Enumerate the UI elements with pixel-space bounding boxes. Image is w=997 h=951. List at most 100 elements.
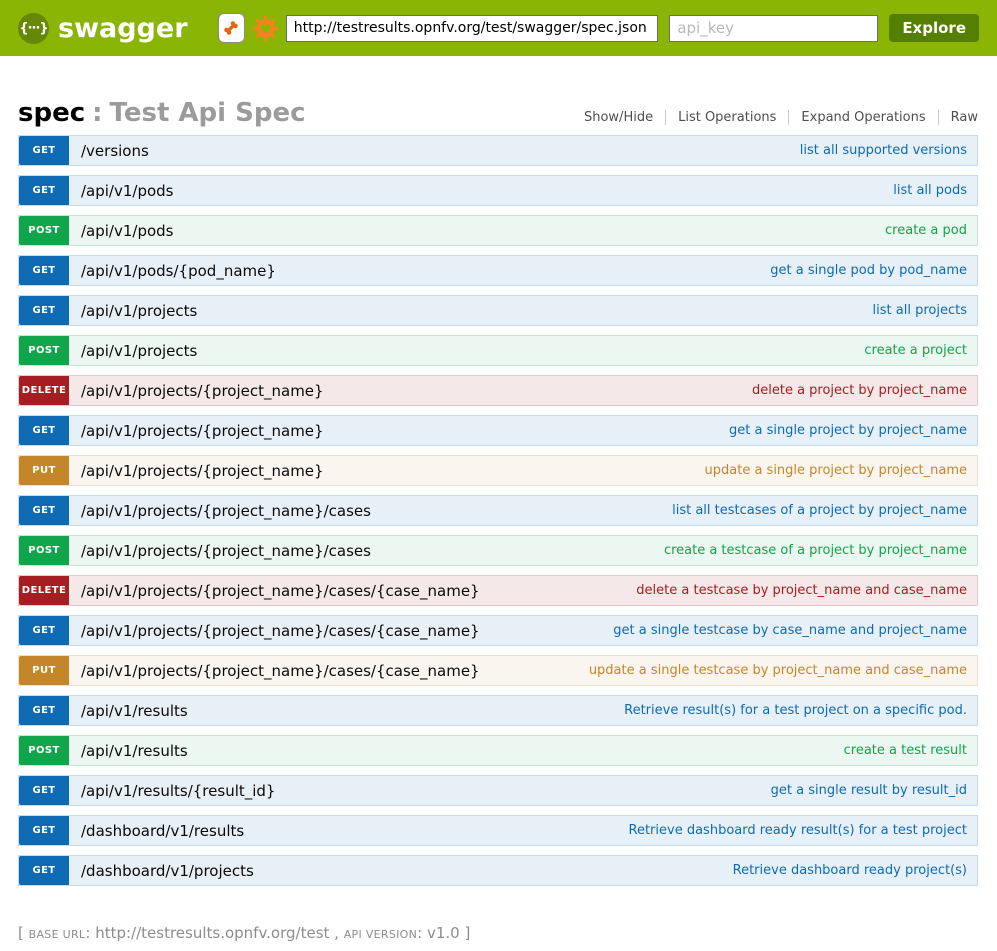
endpoint-row[interactable]: DELETE /api/v1/projects/{project_name} d… — [18, 375, 978, 406]
endpoint-path[interactable]: /api/v1/projects/{project_name}/cases/{c… — [81, 581, 480, 600]
method-badge: GET — [19, 136, 69, 165]
endpoint-row[interactable]: POST /api/v1/projects/{project_name}/cas… — [18, 535, 978, 566]
footer-colon: : — [417, 924, 427, 942]
endpoint-description[interactable]: create a testcase of a project by projec… — [663, 543, 967, 558]
section-actions: Show/Hide List Operations Expand Operati… — [584, 110, 978, 125]
base-url-footer: [ base url: http://testresults.opnfv.org… — [18, 924, 979, 942]
endpoint-description[interactable]: Retrieve result(s) for a test project on… — [624, 703, 967, 718]
base-url-label: base url — [28, 928, 86, 941]
brand-title: swagger — [58, 12, 188, 44]
endpoint-row[interactable]: GET /api/v1/results Retrieve result(s) f… — [18, 695, 978, 726]
footer-close-bracket: ] — [459, 924, 471, 942]
endpoint-path[interactable]: /api/v1/projects — [81, 301, 198, 320]
endpoint-description[interactable]: list all projects — [872, 303, 967, 318]
endpoint-path[interactable]: /api/v1/pods — [81, 221, 174, 240]
method-badge: GET — [19, 176, 69, 205]
endpoint-path[interactable]: /versions — [81, 141, 149, 160]
endpoint-row[interactable]: GET /api/v1/projects/{project_name}/case… — [18, 495, 978, 526]
method-badge: DELETE — [19, 576, 69, 605]
method-badge: PUT — [19, 456, 69, 485]
endpoint-row[interactable]: POST /api/v1/pods create a pod — [18, 215, 978, 246]
endpoint-path[interactable]: /api/v1/results — [81, 741, 188, 760]
swagger-logo-icon: {···} — [18, 12, 49, 44]
method-badge: POST — [19, 336, 69, 365]
endpoint-path[interactable]: /api/v1/pods — [81, 181, 174, 200]
endpoint-path[interactable]: /api/v1/results/{result_id} — [81, 781, 276, 800]
header-bar: {···} swagger — [0, 0, 997, 56]
endpoint-path[interactable]: /api/v1/projects/{project_name}/cases/{c… — [81, 661, 480, 680]
method-badge: GET — [19, 616, 69, 645]
footer-open-bracket: [ — [18, 924, 29, 942]
spec-url-input[interactable] — [285, 14, 659, 42]
method-badge: GET — [19, 816, 69, 845]
method-badge: GET — [19, 856, 69, 885]
endpoint-row[interactable]: PUT /api/v1/projects/{project_name}/case… — [18, 655, 978, 686]
endpoint-row[interactable]: DELETE /api/v1/projects/{project_name}/c… — [18, 575, 978, 606]
endpoint-path[interactable]: /api/v1/projects/{project_name}/cases — [81, 541, 371, 560]
method-badge: DELETE — [19, 376, 69, 405]
endpoint-path[interactable]: /api/v1/projects/{project_name} — [81, 461, 324, 480]
endpoint-row[interactable]: GET /api/v1/pods/{pod_name} get a single… — [18, 255, 978, 286]
footer-comma: , — [329, 924, 344, 942]
method-badge: GET — [19, 696, 69, 725]
endpoint-row[interactable]: GET /api/v1/results/{result_id} get a si… — [18, 775, 978, 806]
endpoint-description[interactable]: Retrieve dashboard ready project(s) — [732, 863, 967, 878]
section-title[interactable]: spec — [18, 98, 86, 128]
endpoint-path[interactable]: /api/v1/pods/{pod_name} — [81, 261, 276, 280]
method-badge: GET — [19, 776, 69, 805]
endpoint-description[interactable]: delete a testcase by project_name and ca… — [636, 583, 967, 598]
endpoint-description[interactable]: get a single project by project_name — [728, 423, 967, 438]
endpoint-row[interactable]: GET /dashboard/v1/results Retrieve dashb… — [18, 815, 978, 846]
endpoint-row[interactable]: GET /dashboard/v1/projects Retrieve dash… — [18, 855, 978, 886]
endpoint-path[interactable]: /api/v1/projects/{project_name}/cases/{c… — [81, 621, 480, 640]
footer-colon: : — [85, 924, 96, 942]
endpoint-description[interactable]: get a single pod by pod_name — [770, 263, 967, 278]
list-operations-link[interactable]: List Operations — [678, 110, 777, 125]
endpoint-description[interactable]: get a single result by result_id — [770, 783, 967, 798]
endpoint-row[interactable]: POST /api/v1/results create a test resul… — [18, 735, 978, 766]
endpoint-row[interactable]: PUT /api/v1/projects/{project_name} upda… — [18, 455, 978, 486]
api-version-value: v1.0 — [426, 924, 460, 942]
api-version-label: api version — [343, 928, 418, 941]
endpoint-path[interactable]: /api/v1/projects/{project_name}/cases — [81, 501, 371, 520]
endpoint-description[interactable]: create a test result — [843, 743, 967, 758]
raw-link[interactable]: Raw — [950, 110, 978, 125]
logo-glyph: {···} — [19, 20, 48, 36]
endpoint-row[interactable]: POST /api/v1/projects create a project — [18, 335, 978, 366]
method-badge: POST — [19, 536, 69, 565]
gear-heart-icon — [252, 15, 279, 42]
section-title-separator: : — [92, 98, 103, 128]
endpoint-description[interactable]: create a pod — [885, 223, 967, 238]
divider — [665, 110, 667, 125]
endpoint-path[interactable]: /dashboard/v1/projects — [81, 861, 254, 880]
endpoint-description[interactable]: create a project — [864, 343, 967, 358]
endpoint-path[interactable]: /api/v1/projects/{project_name} — [81, 381, 324, 400]
method-badge: POST — [19, 736, 69, 765]
endpoint-row[interactable]: GET /api/v1/projects/{project_name}/case… — [18, 615, 978, 646]
endpoint-description[interactable]: update a single testcase by project_name… — [588, 663, 967, 678]
endpoint-description[interactable]: list all supported versions — [799, 143, 967, 158]
endpoint-path[interactable]: /api/v1/projects — [81, 341, 198, 360]
endpoint-row[interactable]: GET /api/v1/projects/{project_name} get … — [18, 415, 978, 446]
endpoint-description[interactable]: Retrieve dashboard ready result(s) for a… — [628, 823, 967, 838]
endpoint-row[interactable]: GET /versions list all supported version… — [18, 135, 978, 166]
expand-operations-link[interactable]: Expand Operations — [801, 110, 926, 125]
api-key-input[interactable] — [669, 14, 879, 42]
endpoint-description[interactable]: update a single project by project_name — [704, 463, 967, 478]
endpoint-description[interactable]: list all testcases of a project by proje… — [672, 503, 967, 518]
show-hide-link[interactable]: Show/Hide — [583, 110, 654, 125]
endpoint-row[interactable]: GET /api/v1/pods list all pods — [18, 175, 978, 206]
endpoint-description[interactable]: delete a project by project_name — [751, 383, 967, 398]
explore-button[interactable]: Explore — [889, 14, 979, 42]
method-badge: POST — [19, 216, 69, 245]
endpoint-description[interactable]: get a single testcase by case_name and p… — [613, 623, 967, 638]
swagger-logo-link[interactable]: {···} swagger — [18, 12, 188, 44]
wrench-button[interactable] — [217, 13, 245, 43]
endpoint-row[interactable]: GET /api/v1/projects list all projects — [18, 295, 978, 326]
endpoint-list: GET /versions list all supported version… — [0, 135, 997, 886]
divider — [788, 110, 790, 125]
endpoint-path[interactable]: /dashboard/v1/results — [81, 821, 245, 840]
endpoint-description[interactable]: list all pods — [893, 183, 967, 198]
endpoint-path[interactable]: /api/v1/results — [81, 701, 188, 720]
endpoint-path[interactable]: /api/v1/projects/{project_name} — [81, 421, 324, 440]
